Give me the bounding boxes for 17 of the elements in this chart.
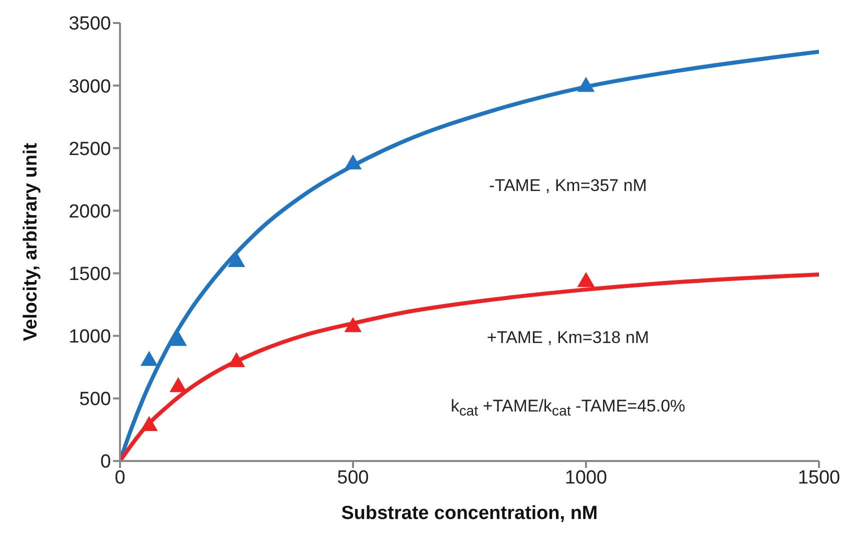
y-tick-label: 500 <box>79 389 111 410</box>
y-tick-label: 2500 <box>68 138 111 160</box>
y-tick-label: 0 <box>100 452 111 473</box>
x-tick-label: 0 <box>114 467 126 488</box>
y-tick-label: 1500 <box>68 264 111 286</box>
x-tick-label: 1500 <box>798 467 840 488</box>
annotation: k$_{cat}$ +TAME/k$_{cat}$ -TAME=45.0% <box>450 396 686 420</box>
annotation: +TAME , Km=318 nM <box>486 328 650 348</box>
y-tick-label: 3500 <box>68 14 111 35</box>
x-axis-title: Substrate concentration, nM <box>341 503 598 524</box>
y-tick-label: 1000 <box>68 326 111 348</box>
x-tick-label: 1000 <box>564 467 608 488</box>
x-tick-label: 500 <box>337 467 369 488</box>
y-axis-title: Velocity, arbitrary unit <box>20 142 42 342</box>
annotation: -TAME , Km=357 nM <box>489 176 647 196</box>
y-tick-label: 3000 <box>68 76 111 98</box>
y-tick-label: 2000 <box>68 201 111 222</box>
